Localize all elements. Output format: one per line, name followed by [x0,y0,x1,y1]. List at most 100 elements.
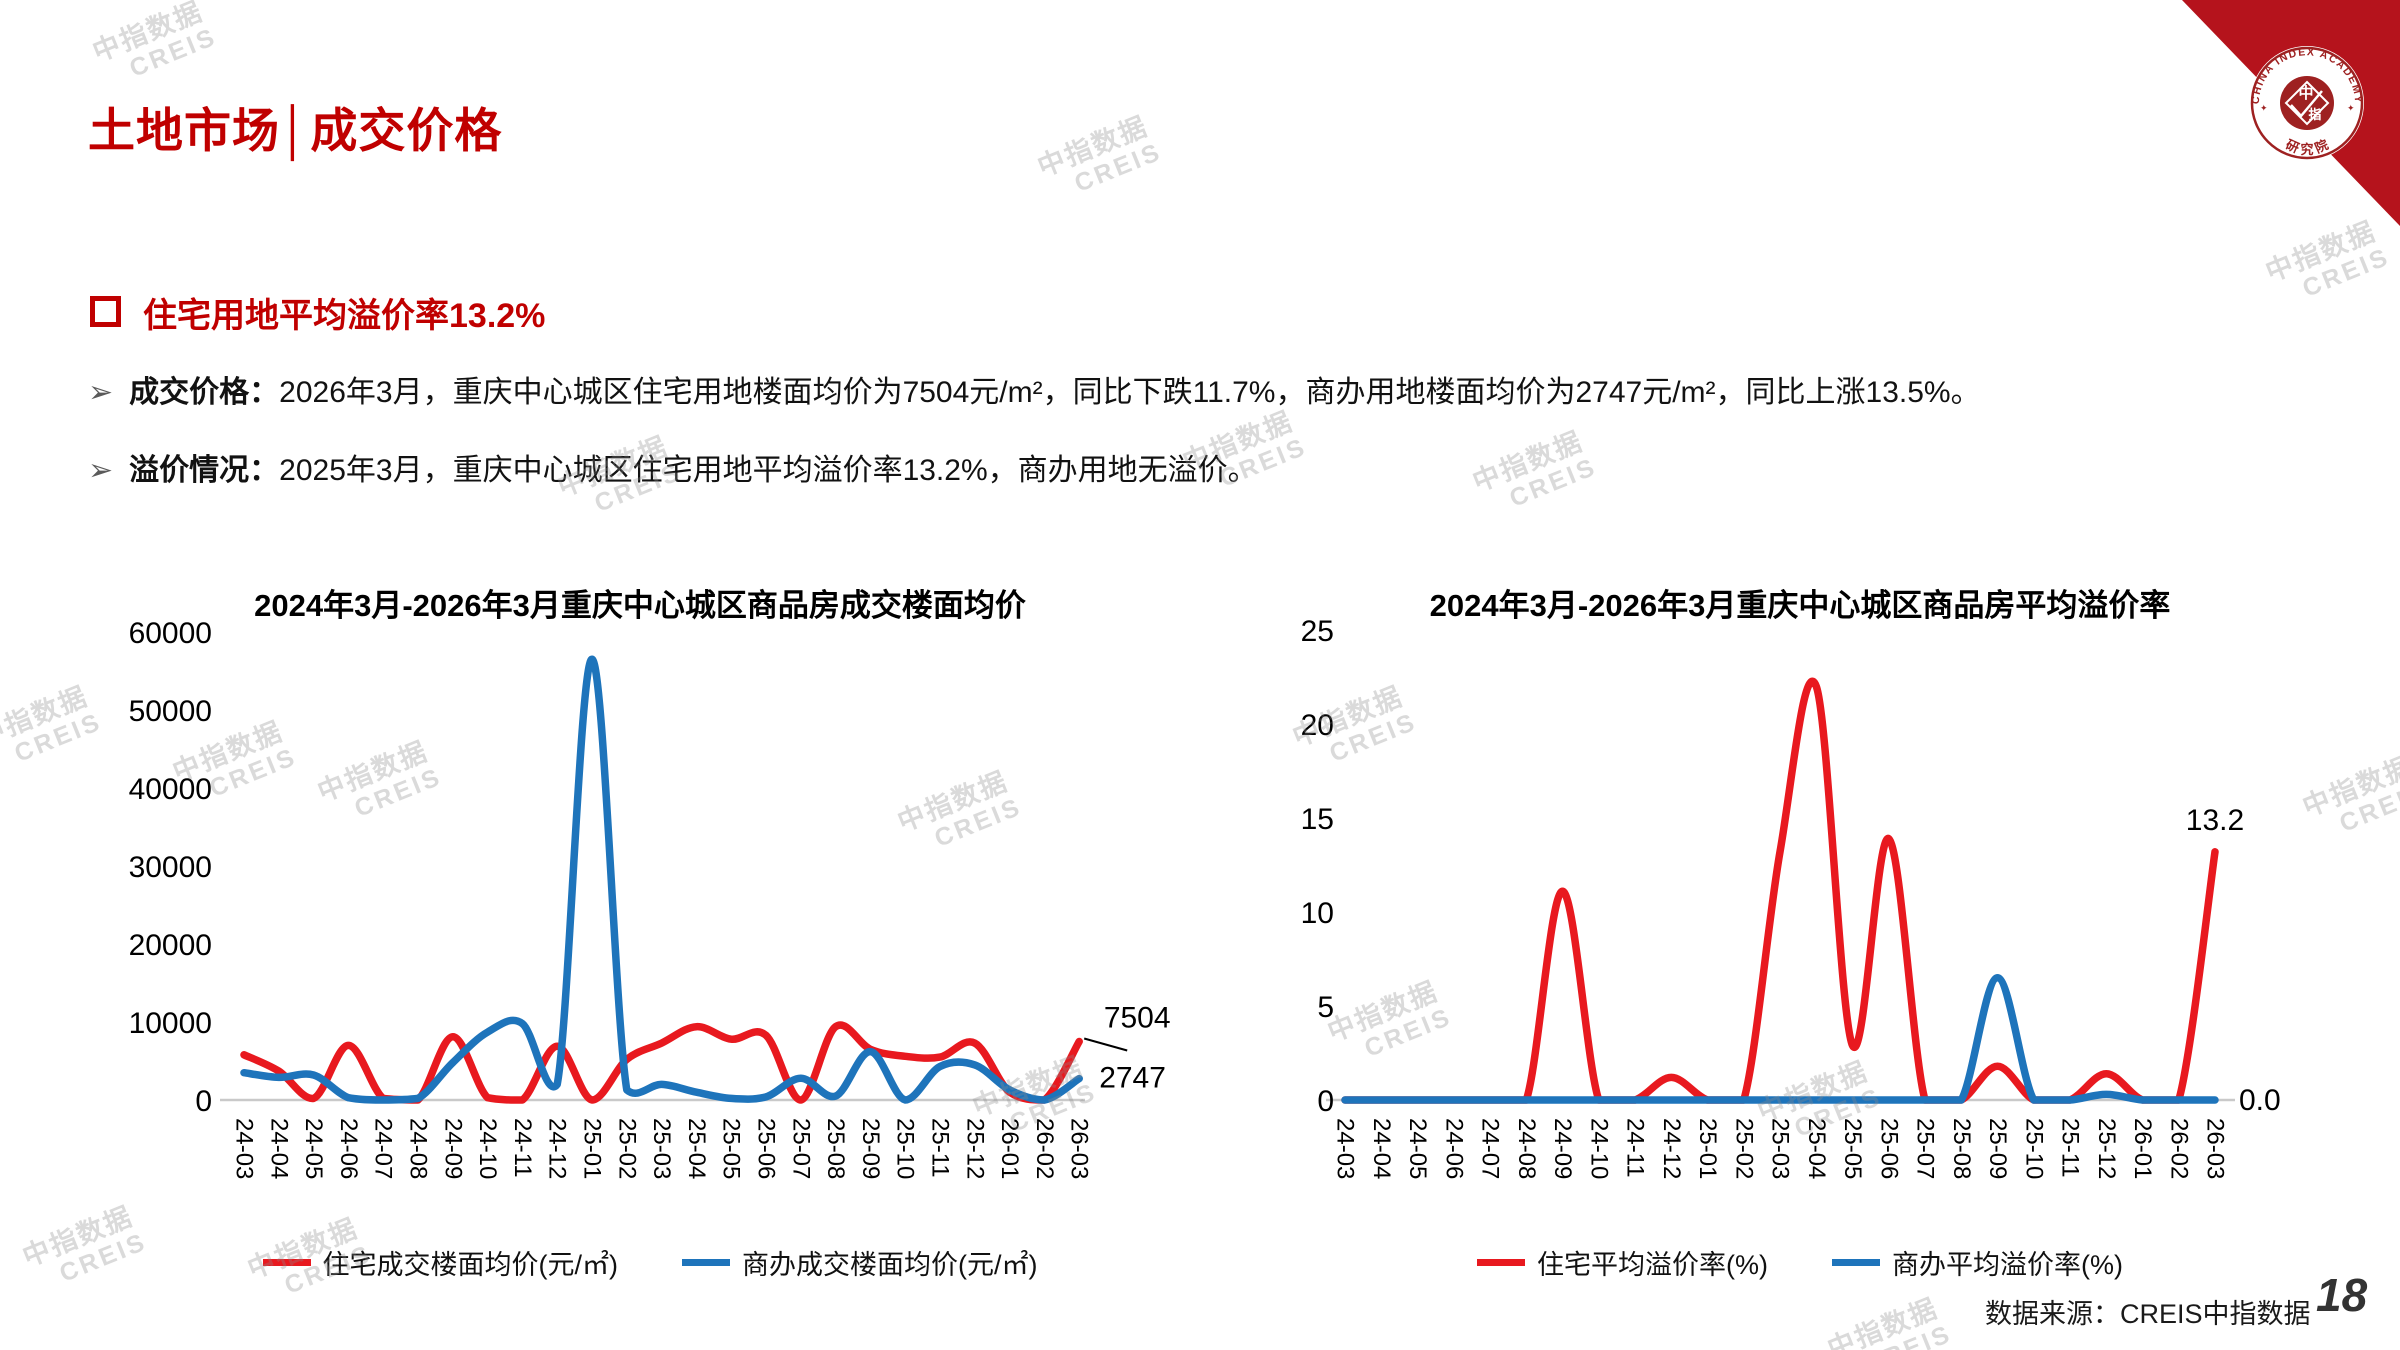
section-heading: 住宅用地平均溢价率13.2% [143,297,546,335]
x-axis-tick-label: 25-05 [718,1118,745,1179]
x-axis-tick-label: 24-10 [1585,1118,1612,1179]
x-axis-tick-label: 24-06 [335,1118,362,1179]
x-axis-tick-label: 24-08 [405,1118,432,1179]
x-axis-tick-label: 24-04 [265,1118,292,1179]
x-axis-tick-label: 25-01 [1694,1118,1721,1179]
premium-rate-chart: 0 5 10 15 20 25 24-03 24-04 24-05 24-06 24-07 24-08… [1301,615,2281,1179]
bullet-list: ➢ 成交价格：2026年3月，重庆中心城区住宅用地楼面均价为7504元/m²，同… [88,374,2358,529]
bullet-item-price: ➢ 成交价格：2026年3月，重庆中心城区住宅用地楼面均价为7504元/m²，同… [88,374,2358,412]
x-axis-tick-label: 24-07 [370,1118,397,1179]
legend-line-swatch [682,1259,730,1266]
seal-center-char-bottom: 指 [2308,107,2321,122]
x-axis-tick-label: 24-08 [1513,1118,1540,1179]
bullet-label: 成交价格： [129,376,280,409]
x-axis-tick-label: 25-07 [1912,1118,1939,1179]
creis-watermark: 中指数据 CREIS [1823,1293,1956,1350]
series-line [1341,974,2219,1104]
x-axis-tick-label: 25-09 [1984,1118,2011,1179]
svg-text:研 究 院: 研 究 院 [2284,137,2331,157]
seal-center-char-top: 中 [2298,84,2313,102]
page-number: 18 [2316,1269,2368,1321]
seal-center-disc [2280,76,2334,130]
legend-item: 商办平均溢价率(%) [1832,1243,2123,1282]
bullet-text: 成交价格：2026年3月，重庆中心城区住宅用地楼面均价为7504元/m²，同比下… [129,374,1980,412]
legend-item: 住宅成交楼面均价(元/㎡) [262,1243,618,1282]
x-axis-tick-label: 24-11 [509,1118,536,1178]
x-axis-tick-label: 25-02 [1730,1118,1757,1179]
x-axis-tick-label: 25-05 [1839,1118,1866,1179]
section-bullet-square-icon [90,296,121,327]
y-axis-tick-label: 15 [1301,803,1334,836]
y-axis-tick-label: 10000 [129,1007,212,1040]
section-header: 住宅用地平均溢价率13.2% [90,288,545,337]
y-axis-tick-label: 0 [1317,1085,1334,1118]
x-axis-tick-label: 24-12 [1658,1118,1685,1179]
series-end-value-label: 13.2 [2186,804,2244,837]
x-axis-tick-label: 25-06 [753,1118,780,1179]
x-axis-tick-label: 25-04 [1803,1118,1830,1179]
legend-label: 住宅成交楼面均价(元/㎡) [322,1250,618,1280]
legend-label: 商办成交楼面均价(元/㎡) [742,1250,1038,1280]
x-axis-tick-label: 25-08 [1948,1118,1975,1179]
x-axis-tick-label: 25-04 [683,1118,710,1179]
x-axis-tick-label: 26-02 [1031,1118,1058,1179]
bullet-text: 溢价情况：2025年3月，重庆中心城区住宅用地平均溢价率13.2%，商办用地无溢… [129,452,1258,490]
seal-star-left: ✦ [2260,103,2268,113]
y-axis-tick-label: 20000 [129,929,212,962]
x-axis-tick-label: 24-12 [544,1118,571,1179]
x-axis-tick-label: 25-10 [892,1118,919,1179]
x-axis-tick-label: 25-12 [961,1118,988,1179]
y-axis-tick-label: 30000 [129,851,212,884]
x-axis-tick-label: 24-09 [1549,1118,1576,1179]
x-axis-tick-label: 26-03 [1066,1118,1093,1179]
left-chart-title: 2024年3月-2026年3月重庆中心城区商品房成交楼面均价 [254,588,1026,623]
floor-price-chart: 0 10000 20000 30000 40000 50000 60000 24-03 24-0… [129,617,1171,1179]
series-end-value-label: 7504 [1104,1002,1171,1035]
y-axis-tick-label: 0 [195,1085,212,1118]
x-axis-tick-label: 24-03 [1332,1118,1359,1179]
legend-line-swatch [1832,1259,1880,1266]
bullet-body: 2025年3月，重庆中心城区住宅用地平均溢价率13.2%，商办用地无溢价。 [279,453,1258,487]
legend-item: 商办成交楼面均价(元/㎡) [682,1243,1037,1282]
legend-line-swatch [1477,1259,1525,1266]
x-axis-tick-label: 24-07 [1477,1118,1504,1179]
x-axis-tick-label: 26-02 [2165,1118,2192,1179]
y-axis-tick-label: 40000 [129,773,212,806]
arrow-bullet-icon: ➢ [88,453,114,487]
x-axis-tick-label: 24-05 [1404,1118,1431,1179]
left-chart-legend: 住宅成交楼面均价(元/㎡) 商办成交楼面均价(元/㎡) [200,1243,1100,1282]
legend-label: 商办平均溢价率(%) [1892,1250,2123,1280]
y-axis-tick-label: 5 [1317,991,1334,1024]
y-axis-tick-label: 60000 [129,617,212,650]
x-axis-tick-label: 24-10 [474,1118,501,1179]
x-axis-tick-label: 25-03 [648,1118,675,1179]
x-axis-tick-label: 24-03 [231,1118,258,1179]
x-axis-tick-label: 25-11 [927,1118,954,1178]
x-axis-tick-label: 25-01 [579,1118,606,1179]
label-connector-line [1083,1037,1128,1052]
x-axis-tick-label: 25-02 [613,1118,640,1179]
x-axis-tick-label: 26-01 [996,1118,1023,1179]
series-line [240,655,1083,1104]
x-axis-tick-label: 24-11 [1622,1118,1649,1178]
x-axis-tick-label: 25-08 [822,1118,849,1179]
x-axis-tick-label: 25-11 [2057,1118,2084,1178]
y-axis-tick-label: 20 [1301,709,1334,742]
corner-logo: CHINA INDEX ACADEMY 研 究 院 ✦ ✦ 中 指 [2182,0,2400,226]
x-axis-tick-label: 26-03 [2202,1118,2229,1179]
bullet-label: 溢价情况： [129,453,280,487]
series-line [1341,677,2219,1104]
x-axis-tick-label: 24-09 [439,1118,466,1179]
right-chart-legend: 住宅平均溢价率(%) 商办平均溢价率(%) [1370,1243,2230,1282]
data-source-note: 数据来源：CREIS中指数据 [1985,1299,2311,1329]
page-title: 土地市场│成交价格 [88,104,503,157]
x-axis-tick-label: 25-09 [857,1118,884,1179]
academy-seal: CHINA INDEX ACADEMY 研 究 院 ✦ ✦ 中 指 [2250,46,2364,160]
series-end-value-label: 2747 [1099,1062,1166,1095]
creis-watermark: 中指数据 CREIS [88,0,221,83]
x-axis-tick-label: 25-03 [1767,1118,1794,1179]
creis-watermark: 中指数据 CREIS [0,681,106,768]
y-axis-tick-label: 50000 [129,695,212,728]
legend-label: 住宅平均溢价率(%) [1537,1250,1768,1280]
